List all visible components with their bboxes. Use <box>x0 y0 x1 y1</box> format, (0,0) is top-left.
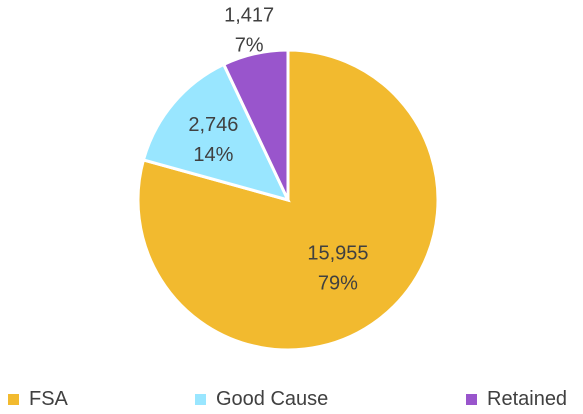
chart-legend: FSA Good Cause Retained <box>0 388 583 412</box>
data-label-percent-good-cause: 14% <box>193 144 233 166</box>
legend-item-fsa: FSA <box>8 388 68 411</box>
pie-slices <box>136 48 440 352</box>
legend-label-retained: Retained <box>487 388 568 410</box>
pie-data-labels: 15,955 79% 2,746 14% 1,417 7% <box>188 4 368 294</box>
pie-slice-retained <box>221 48 290 201</box>
data-label-value-retained: 1,417 <box>224 4 274 26</box>
legend-swatch-good-cause <box>195 394 206 405</box>
data-label-value-fsa: 15,955 <box>307 243 368 265</box>
legend-label-fsa: FSA <box>29 388 68 410</box>
data-label-value-good-cause: 2,746 <box>188 114 238 136</box>
pie-slice-fsa <box>136 48 440 352</box>
legend-item-good-cause: Good Cause <box>195 388 328 411</box>
legend-swatch-fsa <box>8 394 19 405</box>
data-label-percent-fsa: 79% <box>318 273 358 295</box>
legend-item-retained: Retained <box>466 388 567 411</box>
data-label-percent-retained: 7% <box>235 34 264 56</box>
pie-slice-good-cause <box>141 62 291 203</box>
legend-swatch-retained <box>466 394 477 405</box>
legend-label-good-cause: Good Cause <box>216 388 329 410</box>
